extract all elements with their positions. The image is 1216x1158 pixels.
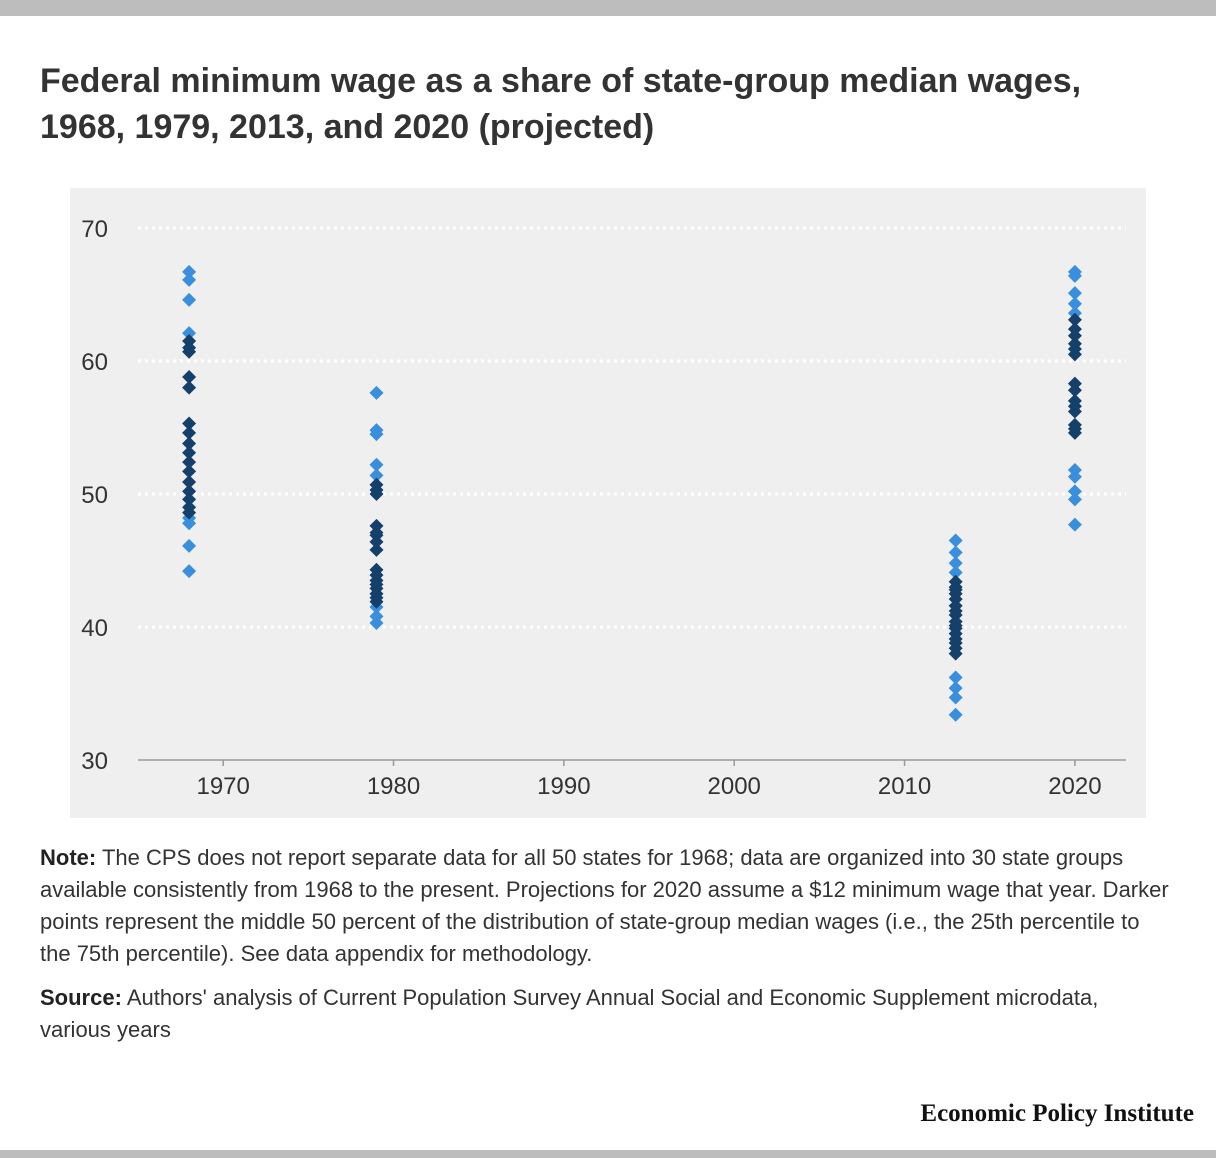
- data-point-middle: [369, 528, 384, 543]
- data-point-middle: [948, 604, 963, 619]
- source-text: Authors' analysis of Current Population …: [40, 985, 1099, 1042]
- data-point-middle: [1067, 328, 1082, 343]
- data-point-middle: [182, 464, 197, 479]
- data-point-outer: [182, 272, 197, 287]
- data-point-outer: [1067, 469, 1082, 484]
- data-point-outer: [369, 457, 384, 472]
- y-tick-label: 70: [81, 216, 108, 243]
- data-point-middle: [182, 380, 197, 395]
- data-point-middle: [1067, 312, 1082, 327]
- data-point-middle: [182, 436, 197, 451]
- data-point-outer: [182, 292, 197, 307]
- data-point-outer: [182, 264, 197, 279]
- data-point-outer: [948, 707, 963, 722]
- data-point-middle: [182, 416, 197, 431]
- data-point-outer: [1067, 268, 1082, 283]
- data-point-middle: [948, 582, 963, 597]
- data-point-outer: [1067, 492, 1082, 507]
- top-border: [0, 0, 1216, 16]
- data-point-outer: [182, 564, 197, 579]
- data-point-middle: [1067, 383, 1082, 398]
- data-point-outer: [948, 533, 963, 548]
- note-label: Note:: [40, 845, 97, 870]
- data-point-outer: [948, 670, 963, 685]
- data-point-outer: [948, 681, 963, 696]
- source-label: Source:: [40, 985, 122, 1010]
- data-point-outer: [182, 538, 197, 553]
- data-point-middle: [1067, 404, 1082, 419]
- data-point-outer: [182, 326, 197, 341]
- x-tick-label: 1990: [537, 773, 590, 800]
- data-point-outer: [948, 545, 963, 560]
- source-paragraph: Source: Authors' analysis of Current Pop…: [40, 982, 1170, 1046]
- y-axis: 30 40 50 60 70: [81, 216, 108, 775]
- data-point-middle: [182, 425, 197, 440]
- y-tick-label: 50: [81, 482, 108, 509]
- data-point-outer: [948, 565, 963, 580]
- data-point-outer: [1067, 286, 1082, 301]
- publisher-logo: Economic Policy Institute: [920, 1100, 1194, 1127]
- data-point-outer: [948, 556, 963, 571]
- data-point-middle: [369, 542, 384, 557]
- data-point-outer: [1067, 484, 1082, 499]
- data-point-middle: [369, 577, 384, 592]
- x-tick-label: 1980: [367, 773, 420, 800]
- scatter-plot: 30 40 50 60 70 1970 1980 1990 2000 2010 2020: [81, 216, 1126, 800]
- chart-title: Federal minimum wage as a share of state…: [40, 62, 1082, 146]
- note-paragraph: Note: The CPS does not report separate d…: [40, 842, 1170, 970]
- data-point-middle: [182, 344, 197, 359]
- x-tick-label: 2010: [878, 773, 931, 800]
- data-point-middle: [182, 484, 197, 499]
- data-point-middle: [182, 369, 197, 384]
- data-point-middle: [1067, 425, 1082, 440]
- data-point-outer: [182, 516, 197, 531]
- data-points: [182, 264, 1082, 722]
- data-point-middle: [182, 505, 197, 520]
- x-tick-label: 2020: [1048, 773, 1101, 800]
- data-point-outer: [1067, 517, 1082, 532]
- data-point-outer: [369, 616, 384, 631]
- data-point-outer: [948, 690, 963, 705]
- data-point-outer: [369, 468, 384, 483]
- bottom-border: [0, 1150, 1216, 1158]
- data-point-middle: [948, 635, 963, 650]
- data-point-middle: [182, 445, 197, 460]
- data-point-middle: [1067, 347, 1082, 362]
- data-point-middle: [369, 483, 384, 498]
- y-tick-label: 30: [81, 748, 108, 775]
- data-point-outer: [369, 427, 384, 442]
- data-point-middle: [182, 455, 197, 470]
- data-point-middle: [948, 618, 963, 633]
- y-tick-label: 40: [81, 615, 108, 642]
- x-tick-label: 2000: [708, 773, 761, 800]
- chart-panel: 30 40 50 60 70 1970 1980 1990 2000 2010 2020: [70, 188, 1146, 818]
- x-axis: 1970 1980 1990 2000 2010 2020: [196, 760, 1102, 800]
- data-point-middle: [182, 475, 197, 490]
- data-point-middle: [948, 646, 963, 661]
- data-point-outer: [369, 385, 384, 400]
- note-text: The CPS does not report separate data fo…: [40, 845, 1169, 966]
- data-point-middle: [369, 594, 384, 609]
- data-point-middle: [182, 492, 197, 507]
- data-point-outer: [1067, 296, 1082, 311]
- gridlines: [138, 226, 1126, 761]
- x-tick-label: 1970: [196, 773, 249, 800]
- y-tick-label: 60: [81, 349, 108, 376]
- notes-section: Note: The CPS does not report separate d…: [40, 842, 1170, 1058]
